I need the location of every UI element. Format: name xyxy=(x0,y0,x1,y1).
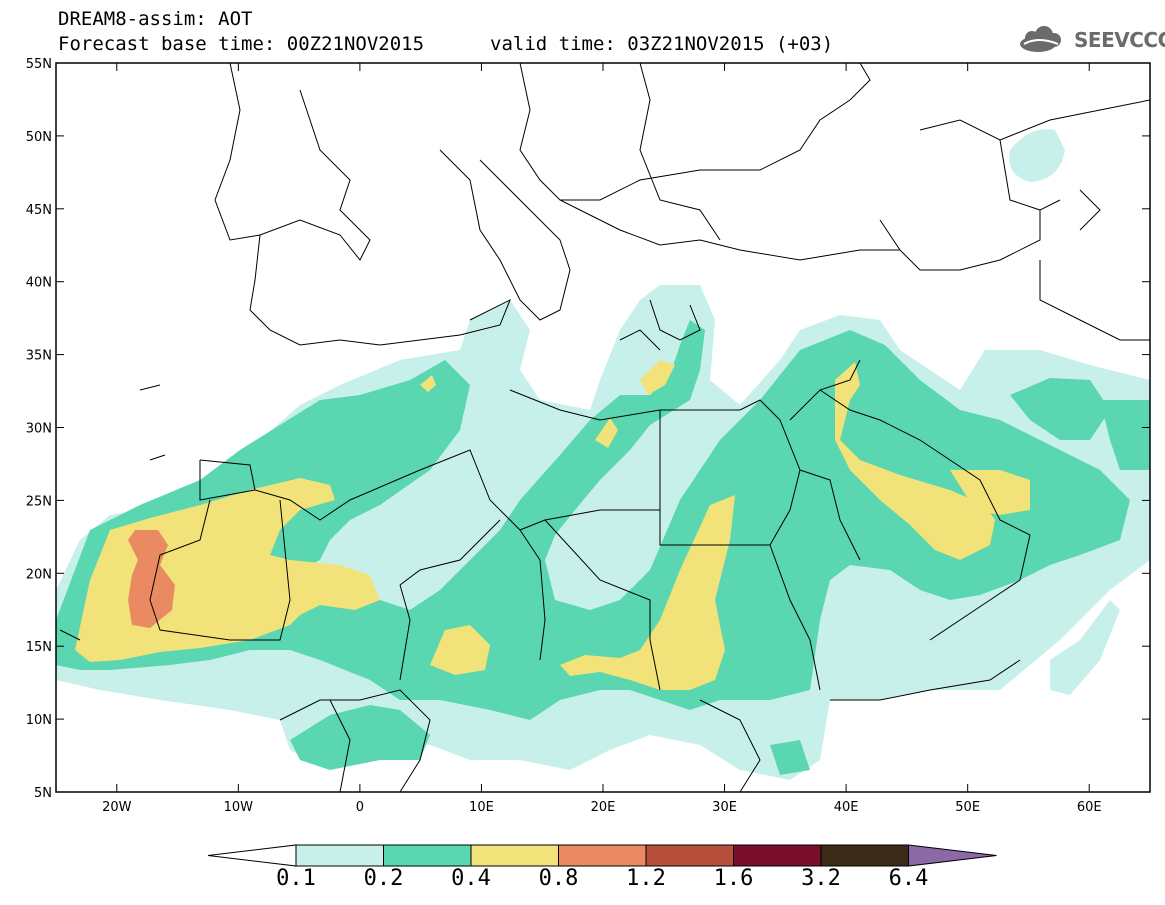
lon-tick-label: 30E xyxy=(712,800,737,815)
lat-tick-label: 55N xyxy=(26,57,52,72)
forecast-base-time: Forecast base time: 00Z21NOV2015 xyxy=(58,33,425,55)
lon-axis: 20W 10W 0 10E 20E 30E 40E 50E 60E xyxy=(102,63,1102,815)
lat-tick-label: 15N xyxy=(26,640,52,655)
aot-band-0.8 xyxy=(128,530,175,628)
legend-label: 6.4 xyxy=(888,866,929,891)
lat-tick-label: 45N xyxy=(26,203,52,218)
cloud-icon xyxy=(1020,26,1061,52)
lon-tick-label: 10W xyxy=(224,800,254,815)
colorbar-legend xyxy=(207,844,997,867)
lat-tick-label: 50N xyxy=(26,130,52,145)
lon-tick-label: 20W xyxy=(102,800,132,815)
legend-arrow-low xyxy=(207,844,297,867)
legend-label: 0.1 xyxy=(276,866,316,891)
lon-tick-label: 20E xyxy=(591,800,616,815)
lon-tick-label: 40E xyxy=(834,800,859,815)
legend-swatch xyxy=(733,844,822,867)
legend-label: 0.2 xyxy=(363,866,404,891)
legend-swatch xyxy=(295,844,384,867)
aot-band-0.2 xyxy=(56,320,1150,775)
legend-label: 1.6 xyxy=(713,866,754,891)
country-borders xyxy=(59,63,1150,792)
legend-label: 0.8 xyxy=(538,866,579,891)
lat-tick-label: 30N xyxy=(26,422,52,437)
lon-tick-label: 0 xyxy=(356,800,364,815)
legend-label: 3.2 xyxy=(801,866,841,891)
legend-swatch xyxy=(558,844,647,867)
legend-swatch xyxy=(470,844,559,867)
chart-title: DREAM8-assim: AOT xyxy=(58,8,253,30)
lat-tick-label: 25N xyxy=(26,494,52,509)
legend-swatch xyxy=(383,844,472,867)
legend-arrow-high xyxy=(908,844,997,867)
legend-label: 0.4 xyxy=(451,866,491,891)
lat-tick-label: 5N xyxy=(34,786,52,801)
lat-tick-label: 10N xyxy=(26,713,52,728)
legend-swatch xyxy=(820,844,909,867)
legend-swatch xyxy=(645,844,734,867)
lat-tick-label: 20N xyxy=(26,567,52,582)
lat-tick-label: 35N xyxy=(26,349,52,364)
lon-tick-label: 60E xyxy=(1077,800,1102,815)
valid-time: valid time: 03Z21NOV2015 (+03) xyxy=(490,33,834,55)
lat-tick-label: 40N xyxy=(26,276,52,291)
lon-tick-label: 50E xyxy=(955,800,980,815)
legend-label: 1.2 xyxy=(626,866,666,891)
logo-text: SEEVCCC xyxy=(1074,28,1165,52)
lon-tick-label: 10E xyxy=(469,800,494,815)
aot-field xyxy=(56,63,1150,792)
lat-axis: 55N 50N 45N 40N 35N 30N 25N 20N 15N 10N 5N xyxy=(26,57,1150,801)
